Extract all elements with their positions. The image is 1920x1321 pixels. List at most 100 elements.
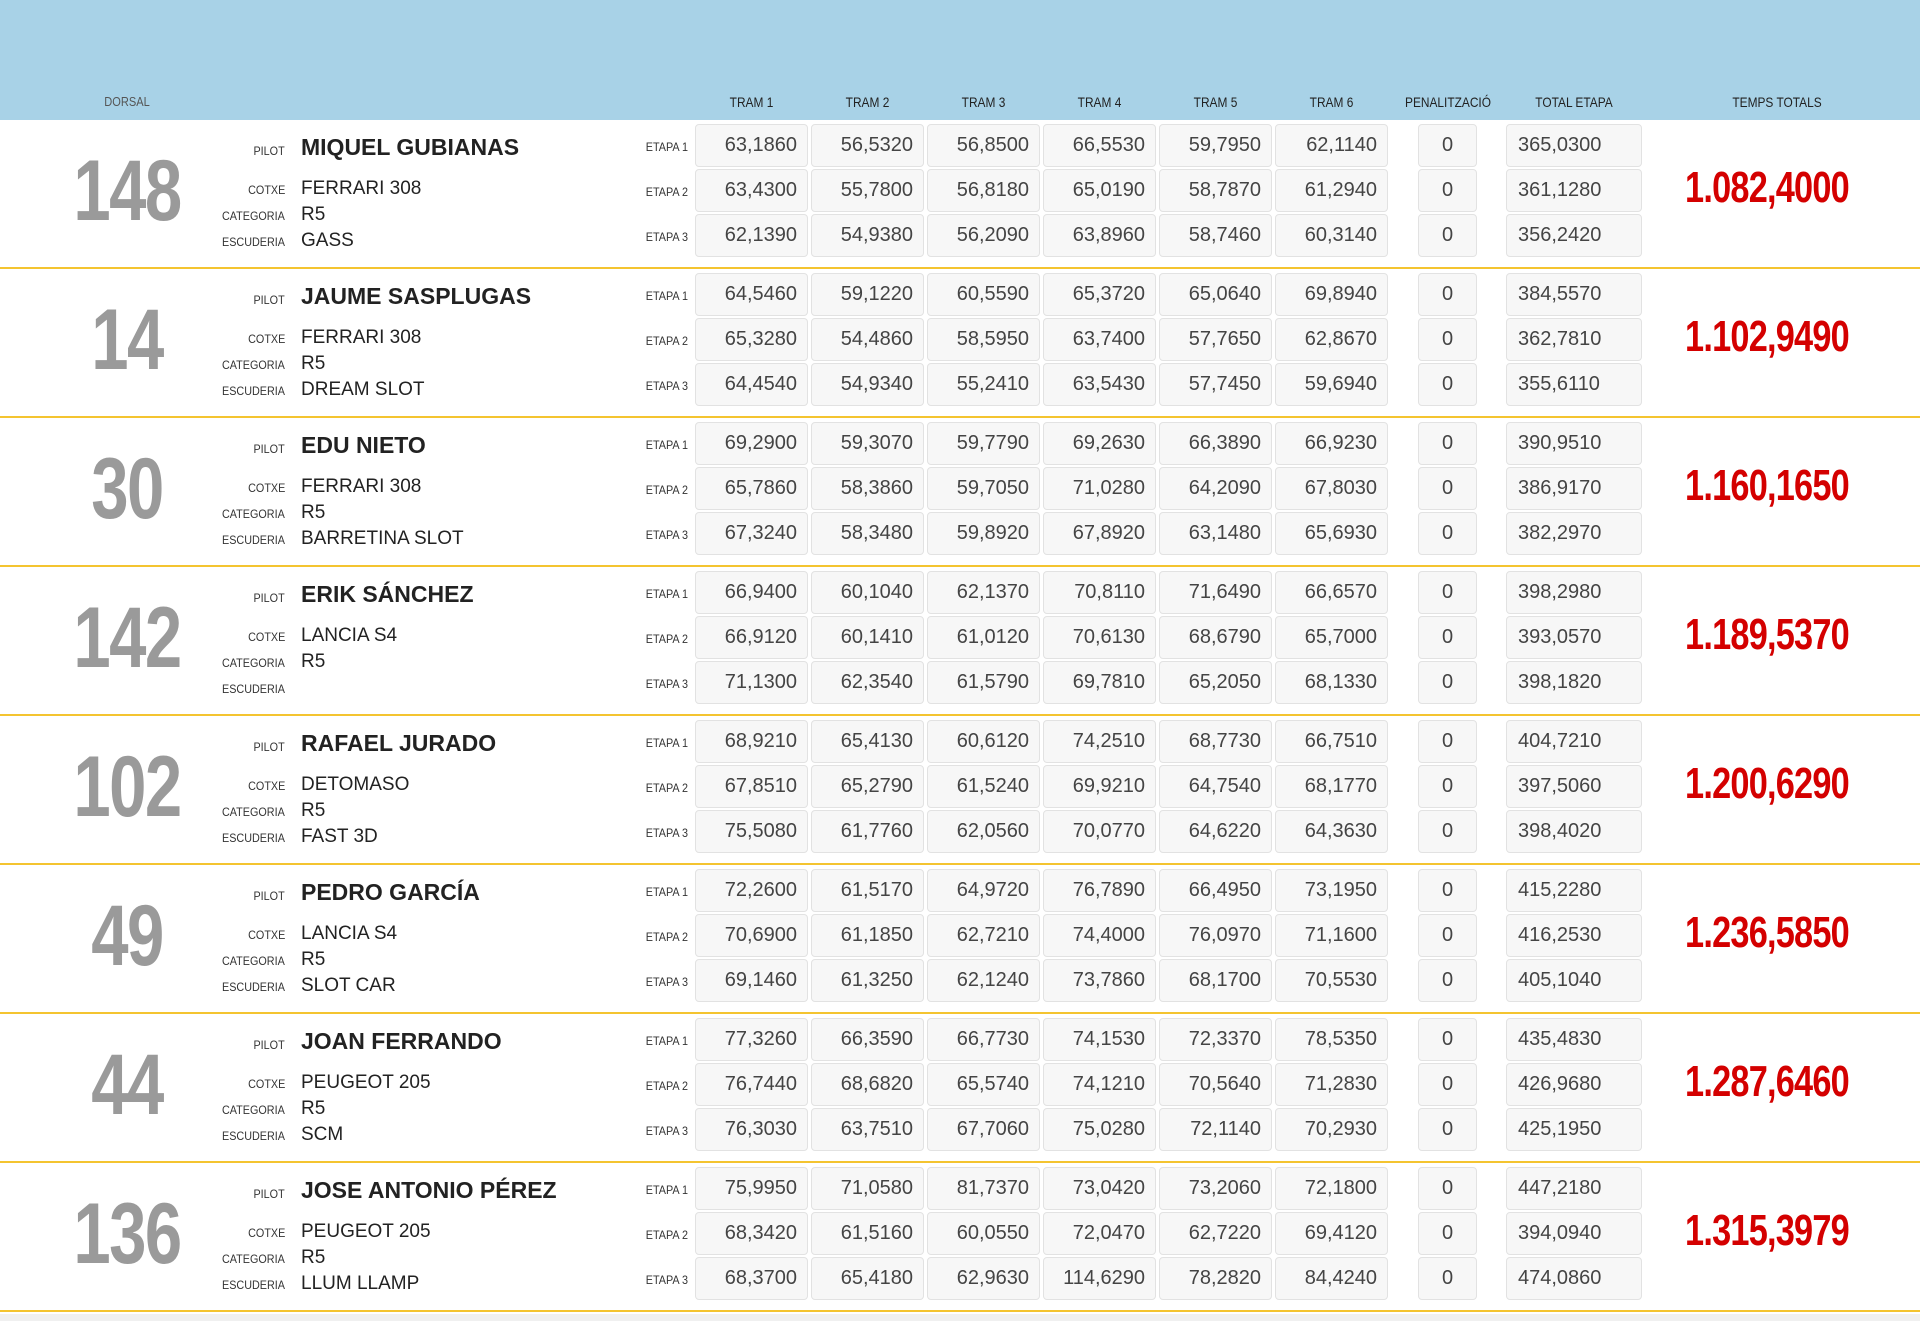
temps-totals-value: 1.287,6460 <box>1685 1057 1850 1106</box>
tram-4-time: 73,0420 <box>1043 1167 1156 1210</box>
temps-totals-value: 1.160,1650 <box>1685 461 1850 510</box>
tram-4-time: 69,7810 <box>1043 661 1156 704</box>
etapa-label: ETAPA 1 <box>645 1034 688 1048</box>
tram-5-time: 78,2820 <box>1159 1257 1272 1300</box>
tram-5-time: 68,6790 <box>1159 616 1272 659</box>
tram-2-time: 60,1410 <box>811 616 924 659</box>
tram-4-time: 76,7890 <box>1043 869 1156 912</box>
tram-1-time: 65,3280 <box>695 318 808 361</box>
categoria-value: R5 <box>301 204 326 225</box>
tram-1-time: 75,9950 <box>695 1167 808 1210</box>
tram-2-time: 60,1040 <box>811 571 924 614</box>
etapa-label: ETAPA 2 <box>645 334 688 348</box>
tram-5-time: 57,7450 <box>1159 363 1272 406</box>
cotxe-value: FERRARI 308 <box>301 178 422 199</box>
categoria-value: R5 <box>301 1098 326 1119</box>
total-etapa-value: 404,7210 <box>1506 720 1642 763</box>
header-temps-totals: TEMPS TOTALS <box>1732 94 1822 110</box>
tram-5-time: 65,0640 <box>1159 273 1272 316</box>
pilot-label: PILOT <box>253 1038 285 1052</box>
tram-3-time: 55,2410 <box>927 363 1040 406</box>
tram-6-time: 70,5530 <box>1275 959 1388 1002</box>
penalitzacio-value: 0 <box>1418 318 1477 361</box>
dorsal-number: 49 <box>91 888 164 984</box>
tram-5-time: 73,2060 <box>1159 1167 1272 1210</box>
temps-totals-value: 1.102,9490 <box>1685 312 1850 361</box>
temps-totals-value: 1.315,3979 <box>1685 1206 1850 1255</box>
escuderia-label: ESCUDERIA <box>221 1278 285 1292</box>
pilot-label: PILOT <box>253 591 285 605</box>
categoria-label: CATEGORIA <box>222 1252 285 1266</box>
tram-2-time: 54,9340 <box>811 363 924 406</box>
etapa-label: ETAPA 1 <box>645 885 688 899</box>
etapa-label: ETAPA 1 <box>645 140 688 154</box>
tram-1-time: 77,3260 <box>695 1018 808 1061</box>
total-etapa-value: 394,0940 <box>1506 1212 1642 1255</box>
tram-2-time: 61,5160 <box>811 1212 924 1255</box>
tram-3-time: 60,6120 <box>927 720 1040 763</box>
tram-4-time: 70,8110 <box>1043 571 1156 614</box>
header-tram-6: TRAM 6 <box>1309 94 1354 110</box>
penalitzacio-value: 0 <box>1418 869 1477 912</box>
table-row: 142 PILOT ERIK SÁNCHEZ COTXE LANCIA S4 C… <box>0 567 1920 716</box>
penalitzacio-value: 0 <box>1418 1212 1477 1255</box>
escuderia-label: ESCUDERIA <box>221 533 285 547</box>
total-etapa-value: 474,0860 <box>1506 1257 1642 1300</box>
escuderia-label: ESCUDERIA <box>221 980 285 994</box>
etapa-label: ETAPA 3 <box>645 528 688 542</box>
tram-2-time: 61,7760 <box>811 810 924 853</box>
dorsal-number: 30 <box>91 441 164 537</box>
tram-2-time: 65,2790 <box>811 765 924 808</box>
tram-1-time: 76,3030 <box>695 1108 808 1151</box>
pilot-name: RAFAEL JURADO <box>301 730 497 756</box>
categoria-value: R5 <box>301 353 326 374</box>
tram-1-time: 69,1460 <box>695 959 808 1002</box>
tram-5-time: 58,7460 <box>1159 214 1272 257</box>
table-row: 49 PILOT PEDRO GARCÍA COTXE LANCIA S4 CA… <box>0 865 1920 1014</box>
categoria-value: R5 <box>301 502 326 523</box>
tram-4-time: 75,0280 <box>1043 1108 1156 1151</box>
tram-1-time: 67,8510 <box>695 765 808 808</box>
tram-1-time: 69,2900 <box>695 422 808 465</box>
tram-2-time: 54,4860 <box>811 318 924 361</box>
pilot-label: PILOT <box>253 740 285 754</box>
total-etapa-value: 362,7810 <box>1506 318 1642 361</box>
tram-6-time: 84,4240 <box>1275 1257 1388 1300</box>
pilot-name: JOAN FERRANDO <box>301 1028 502 1054</box>
tram-1-time: 67,3240 <box>695 512 808 555</box>
total-etapa-value: 386,9170 <box>1506 467 1642 510</box>
tram-5-time: 57,7650 <box>1159 318 1272 361</box>
tram-6-time: 69,8940 <box>1275 273 1388 316</box>
cotxe-label: COTXE <box>247 481 285 495</box>
tram-2-time: 58,3480 <box>811 512 924 555</box>
etapa-label: ETAPA 1 <box>645 289 688 303</box>
penalitzacio-value: 0 <box>1418 810 1477 853</box>
tram-5-time: 63,1480 <box>1159 512 1272 555</box>
tram-2-time: 56,5320 <box>811 124 924 167</box>
categoria-label: CATEGORIA <box>222 358 285 372</box>
etapa-label: ETAPA 3 <box>645 826 688 840</box>
header-tram-2: TRAM 2 <box>845 94 890 110</box>
tram-1-time: 64,4540 <box>695 363 808 406</box>
total-etapa-value: 355,6110 <box>1506 363 1642 406</box>
cotxe-value: FERRARI 308 <box>301 476 422 497</box>
total-etapa-value: 447,2180 <box>1506 1167 1642 1210</box>
tram-2-time: 55,7800 <box>811 169 924 212</box>
tram-6-time: 67,8030 <box>1275 467 1388 510</box>
tram-4-time: 71,0280 <box>1043 467 1156 510</box>
tram-1-time: 70,6900 <box>695 914 808 957</box>
categoria-label: CATEGORIA <box>222 656 285 670</box>
total-etapa-value: 398,1820 <box>1506 661 1642 704</box>
pilot-name: JOSE ANTONIO PÉREZ <box>301 1177 557 1203</box>
total-etapa-value: 356,2420 <box>1506 214 1642 257</box>
tram-4-time: 69,2630 <box>1043 422 1156 465</box>
etapa-label: ETAPA 1 <box>645 438 688 452</box>
escuderia-value: SLOT CAR <box>301 975 396 996</box>
etapa-label: ETAPA 1 <box>645 736 688 750</box>
penalitzacio-value: 0 <box>1418 214 1477 257</box>
cotxe-label: COTXE <box>247 630 285 644</box>
cotxe-label: COTXE <box>247 1077 285 1091</box>
cotxe-value: FERRARI 308 <box>301 327 422 348</box>
tram-2-time: 59,3070 <box>811 422 924 465</box>
penalitzacio-value: 0 <box>1418 914 1477 957</box>
